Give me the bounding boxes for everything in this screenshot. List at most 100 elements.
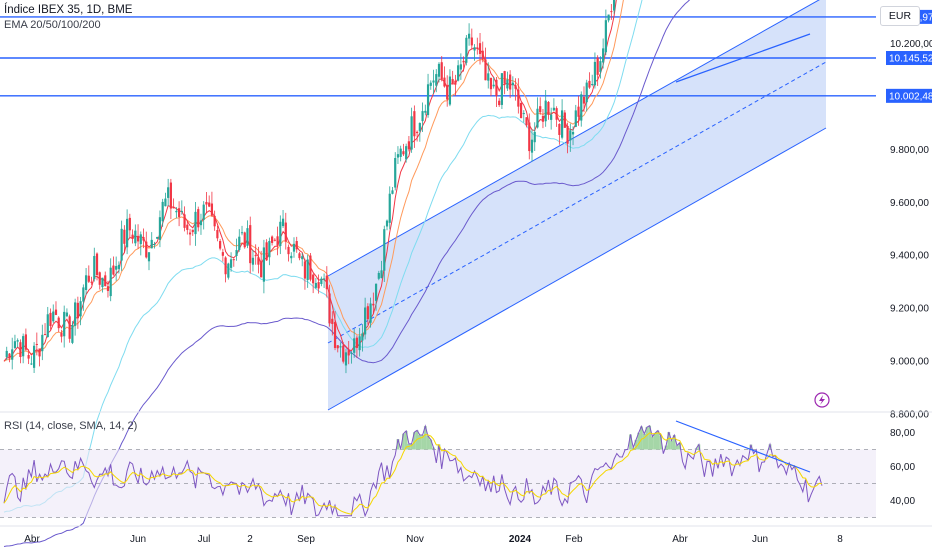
candle xyxy=(284,222,287,242)
candle xyxy=(604,20,607,53)
channel-median-line xyxy=(327,61,827,344)
channel-lower-line xyxy=(327,127,827,411)
y-tick-label: 9.200,00 xyxy=(890,304,929,315)
candle xyxy=(591,84,594,86)
candle xyxy=(145,241,148,258)
candle xyxy=(60,332,63,337)
candle xyxy=(131,234,134,239)
x-tick-label: Nov xyxy=(406,534,424,545)
x-tick-label: Abr xyxy=(24,534,40,545)
candle xyxy=(333,322,337,348)
candle xyxy=(150,239,153,249)
candle xyxy=(459,64,462,70)
candle xyxy=(530,139,534,153)
candle xyxy=(221,252,224,256)
candle xyxy=(57,317,60,329)
candle xyxy=(585,82,588,103)
candle xyxy=(435,74,438,86)
candle xyxy=(169,182,172,209)
candle xyxy=(104,275,107,287)
candle xyxy=(271,236,274,243)
candle xyxy=(172,206,175,209)
candle xyxy=(391,190,394,194)
candle xyxy=(596,57,599,75)
candle xyxy=(232,259,235,261)
candle xyxy=(380,270,383,279)
x-tick-label: Jun xyxy=(752,534,768,545)
candle xyxy=(410,116,413,150)
candle xyxy=(533,131,536,143)
candle xyxy=(208,202,211,207)
indicator-label[interactable]: EMA 20/50/100/200 xyxy=(4,19,101,31)
candle xyxy=(396,154,400,158)
candle xyxy=(161,201,164,222)
candle xyxy=(407,141,410,150)
candle xyxy=(571,131,575,135)
candle xyxy=(16,340,19,342)
candle xyxy=(331,318,334,324)
candle xyxy=(602,48,605,63)
candle xyxy=(41,334,44,352)
candle xyxy=(388,193,391,223)
x-tick-label: Feb xyxy=(565,534,583,545)
y-tick-label: 10.200,00 xyxy=(890,39,932,50)
candle xyxy=(402,151,405,155)
candle xyxy=(446,85,449,100)
candle xyxy=(74,302,77,326)
ema200-line xyxy=(3,0,691,547)
candle xyxy=(106,286,110,291)
candle xyxy=(123,229,126,244)
candle xyxy=(314,282,317,288)
candle xyxy=(243,232,246,248)
candle xyxy=(418,123,421,132)
candle xyxy=(372,303,375,306)
candle xyxy=(27,355,30,359)
candle xyxy=(509,74,512,90)
candle xyxy=(424,110,427,113)
candle xyxy=(254,255,257,257)
level-tag xyxy=(886,88,932,103)
candle xyxy=(536,108,539,128)
candle xyxy=(385,220,389,227)
rsi-line xyxy=(3,424,823,518)
candle xyxy=(290,255,293,259)
candle xyxy=(342,345,345,362)
candle xyxy=(599,61,602,73)
candle xyxy=(574,110,577,127)
candle xyxy=(462,60,465,63)
trendline-highs xyxy=(675,33,811,83)
candle xyxy=(426,84,430,116)
candle xyxy=(79,301,82,317)
currency-button[interactable]: EUR xyxy=(880,6,920,26)
candle xyxy=(503,71,506,84)
candle xyxy=(457,65,460,81)
rsi-label[interactable]: RSI (14, close, SMA, 14, 2) xyxy=(4,420,138,432)
candle xyxy=(49,312,52,327)
candle xyxy=(443,77,446,87)
candle xyxy=(205,201,208,205)
x-tick-label: Jun xyxy=(130,534,146,545)
channel-upper-line xyxy=(327,0,820,277)
y-tick-label: 9.800,00 xyxy=(890,145,929,156)
candle xyxy=(139,234,142,245)
candle xyxy=(399,148,402,157)
rsi-sma-line xyxy=(3,432,823,515)
candle xyxy=(312,274,315,284)
candle xyxy=(5,350,8,358)
candle xyxy=(158,217,162,240)
candle xyxy=(541,115,545,122)
candle xyxy=(76,302,79,319)
candle xyxy=(593,61,597,86)
level-tag-label: 10.002,48 xyxy=(889,91,932,102)
candle xyxy=(199,220,203,226)
candle xyxy=(525,117,528,126)
candle xyxy=(262,247,265,282)
candle xyxy=(128,217,131,231)
candle xyxy=(194,211,197,235)
candle xyxy=(24,334,27,350)
candle xyxy=(506,79,509,89)
candle xyxy=(235,250,238,256)
candle xyxy=(46,314,49,338)
candle xyxy=(180,210,183,213)
